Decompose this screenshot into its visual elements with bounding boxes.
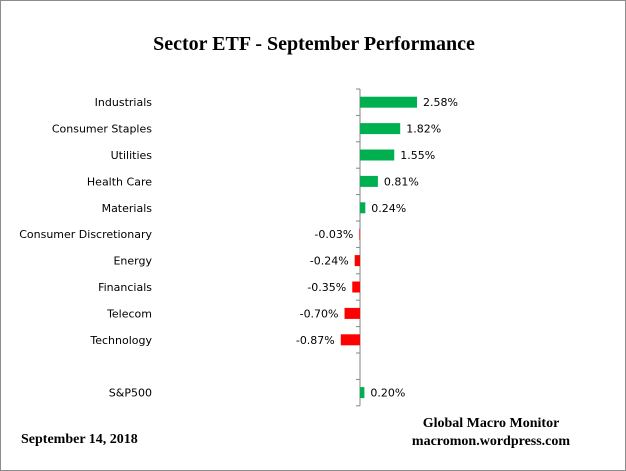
- category-label: Consumer Discretionary: [19, 228, 152, 241]
- bar-materials: [360, 202, 366, 214]
- bar-industrials: [360, 96, 418, 108]
- credit-name: Global Macro Monitor: [422, 416, 560, 431]
- chart-title: Sector ETF - September Performance: [153, 33, 475, 55]
- credit: Global Macro Monitor macromon.wordpress.…: [381, 415, 601, 451]
- category-label: Energy: [113, 255, 152, 268]
- data-label: -0.03%: [314, 228, 353, 241]
- bar-consumer-staples: [360, 123, 401, 135]
- data-label: 1.82%: [406, 123, 441, 136]
- data-label: 2.58%: [423, 96, 458, 109]
- bar-telecom: [344, 307, 360, 319]
- data-label: -0.24%: [310, 255, 349, 268]
- bar-financials: [352, 281, 360, 293]
- data-label: -0.87%: [296, 334, 335, 347]
- data-label: 1.55%: [400, 149, 435, 162]
- data-label: 0.24%: [371, 202, 406, 215]
- credit-url: macromon.wordpress.com: [411, 434, 571, 449]
- date-label: September 14, 2018: [21, 432, 138, 447]
- category-label: Utilities: [111, 149, 153, 162]
- data-label: 0.20%: [370, 387, 405, 400]
- bar-health-care: [360, 175, 378, 187]
- category-label: Financials: [98, 281, 152, 294]
- category-label: Technology: [89, 334, 152, 347]
- data-label: 0.81%: [384, 175, 419, 188]
- category-label: Industrials: [95, 96, 153, 109]
- bar-consumer-discretionary: [359, 228, 360, 240]
- bar-energy: [354, 255, 360, 267]
- bar-technology: [340, 334, 360, 346]
- bar-utilities: [360, 149, 395, 161]
- category-label: Telecom: [106, 307, 152, 320]
- category-label: S&P500: [109, 387, 152, 400]
- data-label: -0.35%: [307, 281, 346, 294]
- data-label: -0.70%: [300, 307, 339, 320]
- bar-s-p500: [360, 387, 365, 399]
- category-label: Materials: [102, 202, 153, 215]
- category-label: Consumer Staples: [52, 123, 152, 136]
- category-label: Health Care: [87, 175, 152, 188]
